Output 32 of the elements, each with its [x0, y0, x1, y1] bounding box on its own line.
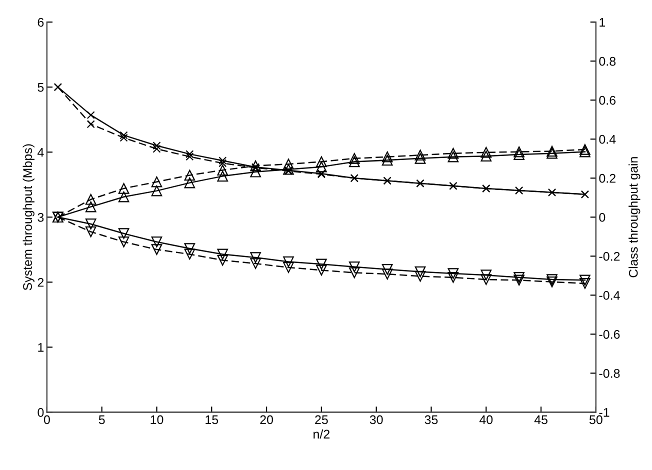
y2-tick-label: -0.2 — [599, 252, 620, 261]
x-tick-label: 25 — [315, 415, 328, 424]
y2-tick-label: -0.4 — [599, 290, 620, 300]
y-tick-label: 0 — [38, 408, 44, 417]
y-tick-label: 6 — [38, 18, 44, 27]
x-tick-label: 5 — [98, 415, 105, 424]
y2-tick-label: 0.4 — [599, 134, 616, 144]
y2-tick-label: 1 — [600, 18, 606, 27]
y2-tick-label: -1 — [599, 408, 610, 417]
x-axis-title: n/2 — [314, 429, 330, 439]
y-tick-label: 2 — [38, 278, 44, 287]
y2-tick-label: -0.6 — [599, 330, 620, 339]
x-tick-label: 0 — [44, 415, 50, 424]
x-tick-label: 15 — [206, 415, 218, 424]
x-tick-label: 40 — [479, 415, 493, 424]
y2-tick-label: 0.2 — [599, 174, 616, 183]
x-tick-label: 20 — [260, 415, 273, 424]
y2-tick-label: 0 — [599, 212, 606, 222]
x-tick-label: 10 — [150, 415, 164, 424]
x-tick-label: 30 — [370, 415, 383, 424]
y-tick-label: 3 — [38, 212, 44, 222]
y2-tick-label: -0.8 — [599, 368, 620, 378]
x-tick-label: 45 — [534, 415, 548, 424]
x-tick-label: 50 — [589, 415, 602, 424]
y2-tick-label: 0.8 — [599, 56, 616, 66]
y2-axis-title: Class throughput gain — [628, 157, 640, 278]
y-tick-label: 1 — [38, 343, 44, 352]
y-tick-label: 5 — [38, 83, 44, 92]
x-tick-label: 35 — [424, 415, 438, 424]
y2-tick-label: 0.6 — [599, 96, 616, 105]
y-axis-title: System throughput (Mbps) — [22, 144, 34, 290]
y-tick-label: 4 — [38, 148, 44, 157]
